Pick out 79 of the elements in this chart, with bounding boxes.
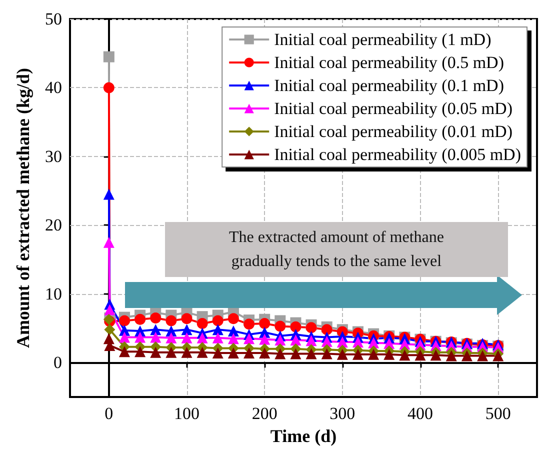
point [321, 324, 332, 336]
point [103, 236, 114, 248]
point [244, 348, 255, 359]
point [368, 348, 380, 360]
point [104, 324, 116, 336]
point [274, 348, 286, 360]
point [274, 334, 286, 346]
point [259, 318, 270, 329]
legend-label: Initial coal permeability (0.05 mD) [274, 99, 513, 118]
legend-label: Initial coal permeability (0.005 mD) [274, 145, 522, 164]
point [181, 332, 192, 344]
point [306, 348, 317, 360]
point [150, 332, 162, 343]
point [414, 350, 426, 361]
point [244, 333, 255, 344]
point [166, 315, 177, 326]
y-axis-title: Amount of extracted methane (kg/d) [13, 68, 33, 348]
y-tick-label: 40 [45, 78, 62, 98]
point [321, 348, 332, 360]
point [181, 324, 192, 336]
point [477, 350, 488, 362]
point [150, 346, 162, 358]
point [166, 346, 177, 358]
y-tick-label: 50 [45, 10, 62, 28]
point [166, 332, 177, 344]
point [212, 332, 224, 344]
x-tick-label: 400 [408, 404, 433, 423]
point [103, 188, 114, 200]
y-tick-label: 10 [45, 284, 62, 304]
point [274, 320, 286, 332]
point [118, 315, 130, 326]
x-axis-title: Time (d) [270, 426, 337, 446]
point [228, 313, 239, 324]
point [134, 332, 146, 343]
point [212, 348, 224, 359]
point [118, 332, 130, 343]
point [259, 334, 270, 345]
point [118, 346, 130, 358]
x-tick-label: 300 [330, 404, 356, 423]
x-tick-label: 500 [485, 404, 511, 423]
point [259, 348, 270, 359]
legend-label: Initial coal permeability (0.5 mD) [274, 53, 504, 72]
point [150, 312, 162, 324]
point [196, 332, 208, 344]
point [134, 346, 146, 358]
x-tick-label: 200 [252, 404, 278, 423]
point [244, 318, 255, 330]
point [290, 321, 302, 332]
point [228, 326, 239, 337]
point [181, 346, 192, 358]
point [103, 51, 114, 62]
point [196, 346, 208, 358]
point [134, 314, 146, 325]
point [196, 318, 208, 329]
point [384, 348, 395, 360]
y-tick-label: 20 [45, 216, 62, 235]
point [228, 348, 239, 359]
legend-label: Initial coal permeability (0.1 mD) [274, 76, 504, 95]
y-tick-label: 30 [45, 146, 62, 166]
point [430, 350, 442, 361]
point [306, 322, 317, 334]
point [461, 350, 472, 362]
point [290, 348, 302, 360]
point [306, 335, 317, 346]
legend-label: Initial coal permeability (0.01 mD) [274, 122, 513, 141]
point [446, 350, 457, 362]
point [228, 333, 239, 344]
y-tick-label: 0 [54, 353, 62, 372]
point [290, 334, 302, 346]
legend-label: Initial coal permeability (1 mD) [274, 30, 492, 49]
point [336, 348, 348, 360]
point [181, 313, 192, 324]
point [212, 315, 224, 326]
x-tick-label: 100 [174, 404, 200, 423]
point [103, 82, 114, 94]
point [352, 348, 364, 360]
x-tick-label: 0 [104, 404, 114, 423]
point [399, 350, 410, 361]
point [104, 304, 116, 316]
